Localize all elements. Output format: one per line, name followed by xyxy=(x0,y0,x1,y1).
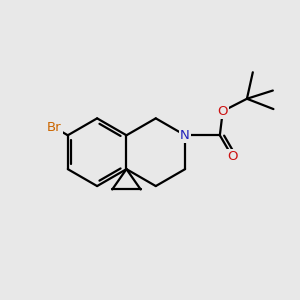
Text: O: O xyxy=(218,105,228,118)
Text: Br: Br xyxy=(47,121,62,134)
Text: N: N xyxy=(180,129,190,142)
Text: O: O xyxy=(227,150,238,163)
